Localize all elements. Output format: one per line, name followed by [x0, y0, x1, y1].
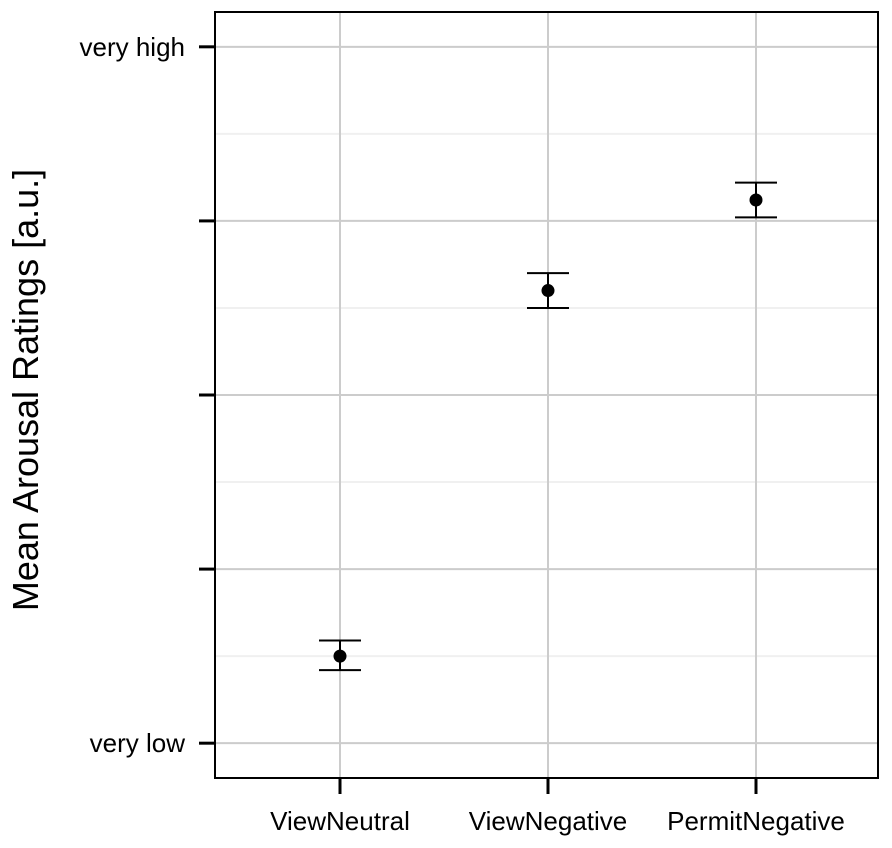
- x-tick-label: PermitNegative: [667, 806, 845, 836]
- y-axis-title: Mean Arousal Ratings [a.u.]: [5, 169, 46, 611]
- x-axis-ticks: ViewNeutral ViewNegative PermitNegative: [270, 778, 845, 836]
- data-point: [333, 649, 347, 663]
- y-tick-label: very low: [90, 728, 186, 758]
- data-point: [749, 193, 763, 207]
- data-point: [541, 284, 555, 298]
- x-tick-label: ViewNegative: [469, 806, 628, 836]
- x-tick-label: ViewNeutral: [270, 806, 410, 836]
- y-tick-label: very high: [80, 32, 186, 62]
- y-axis-ticks: very low very high: [80, 32, 215, 758]
- data-points: [333, 193, 763, 663]
- major-grid: [215, 12, 878, 778]
